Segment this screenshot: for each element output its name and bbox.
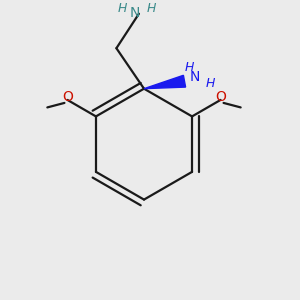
- Text: H: H: [118, 2, 127, 15]
- Text: H: H: [206, 77, 215, 90]
- Text: O: O: [215, 90, 226, 104]
- Text: H: H: [147, 2, 156, 15]
- Text: N: N: [190, 70, 200, 84]
- Text: O: O: [62, 90, 73, 104]
- Polygon shape: [144, 75, 186, 89]
- Text: H: H: [184, 61, 194, 74]
- Text: N: N: [130, 6, 140, 20]
